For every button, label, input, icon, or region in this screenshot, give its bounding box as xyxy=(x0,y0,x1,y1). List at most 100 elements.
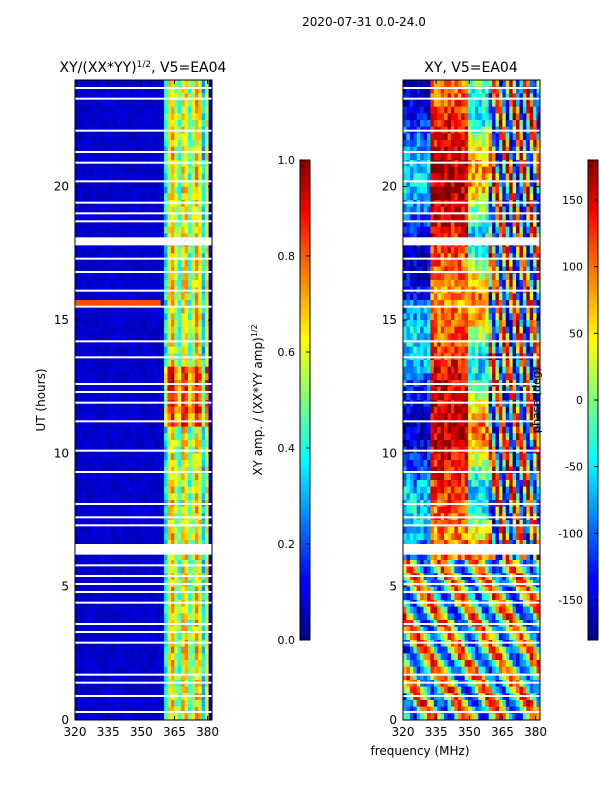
heatmap-cell xyxy=(447,86,452,94)
heatmap-cell xyxy=(492,246,496,254)
heatmap-cell xyxy=(181,260,185,268)
heatmap-cell xyxy=(516,140,520,148)
heatmap-cell xyxy=(505,220,510,228)
heatmap-cell xyxy=(164,533,168,541)
heatmap-cell xyxy=(416,180,421,188)
heatmap-cell xyxy=(201,300,206,308)
heatmap-cell xyxy=(126,100,131,108)
heatmap-cell xyxy=(78,533,83,541)
heatmap-cell xyxy=(205,553,209,561)
heatmap-cell xyxy=(468,193,472,201)
heatmap-cell xyxy=(164,226,168,234)
heatmap-cell xyxy=(102,186,107,194)
heatmap-cell xyxy=(167,233,172,241)
heatmap-cell xyxy=(170,360,175,368)
heatmap-cell xyxy=(174,306,179,314)
heatmap-cell xyxy=(119,306,124,314)
heatmap-cell xyxy=(112,300,117,308)
heatmap-cell xyxy=(208,313,212,321)
heatmap-cell xyxy=(194,426,199,434)
heatmap-cell xyxy=(81,426,86,434)
heatmap-cell xyxy=(184,93,189,101)
amplitude-heatmap xyxy=(75,80,212,720)
heatmap-cell xyxy=(129,253,134,261)
heatmap-cell xyxy=(133,366,138,374)
heatmap-cell xyxy=(188,146,192,154)
heatmap-cell xyxy=(146,146,151,154)
heatmap-cell xyxy=(201,660,206,668)
heatmap-cell xyxy=(102,120,107,128)
heatmap-cell xyxy=(188,666,192,674)
heatmap-cell xyxy=(129,593,134,601)
heatmap-cell xyxy=(454,93,459,101)
heatmap-cell xyxy=(505,186,510,194)
heatmap-cell xyxy=(177,193,182,201)
heatmap-cell xyxy=(81,113,86,121)
heatmap-cell xyxy=(413,86,418,94)
heatmap-cell xyxy=(102,473,107,481)
heatmap-cell xyxy=(150,206,155,214)
heatmap-cell xyxy=(208,300,212,308)
heatmap-cell xyxy=(536,213,540,221)
heatmap-cell xyxy=(160,106,165,114)
heatmap-cell xyxy=(194,173,199,181)
heatmap-cell xyxy=(485,173,490,181)
heatmap-cell xyxy=(505,193,510,201)
heatmap-cell xyxy=(143,293,148,301)
heatmap-cell xyxy=(492,86,496,94)
heatmap-cell xyxy=(153,226,158,234)
heatmap-cell xyxy=(150,346,155,354)
heatmap-cell xyxy=(474,180,479,188)
heatmap-cell xyxy=(143,453,148,461)
heatmap-cell xyxy=(177,173,182,181)
heatmap-cell xyxy=(153,133,158,141)
heatmap-cell xyxy=(92,706,96,714)
heatmap-cell xyxy=(433,220,438,228)
heatmap-cell xyxy=(170,413,175,421)
heatmap-cell xyxy=(454,113,459,121)
heatmap-cell xyxy=(447,253,452,261)
heatmap-cell xyxy=(485,146,490,154)
heatmap-cell xyxy=(194,133,199,141)
heatmap-cell xyxy=(170,646,175,654)
heatmap-cell xyxy=(426,180,431,188)
heatmap-cell xyxy=(136,193,141,201)
heatmap-cell xyxy=(133,313,138,321)
heatmap-cell xyxy=(406,173,411,181)
heatmap-cell xyxy=(153,180,158,188)
y-tick-label: 10 xyxy=(54,446,69,460)
heatmap-cell xyxy=(205,220,209,228)
heatmap-cell xyxy=(430,220,435,228)
heatmap-cell xyxy=(75,393,79,401)
heatmap-cell xyxy=(116,420,120,428)
heatmap-cell xyxy=(205,713,209,720)
heatmap-cell xyxy=(136,326,141,334)
heatmap-cell xyxy=(164,100,168,108)
heatmap-cell xyxy=(129,566,134,574)
heatmap-cell xyxy=(126,706,131,714)
heatmap-cell xyxy=(191,646,196,654)
heatmap-cell xyxy=(140,220,144,228)
heatmap-cell xyxy=(167,373,172,381)
heatmap-cell xyxy=(143,113,148,121)
heatmap-cell xyxy=(409,226,414,234)
heatmap-cell xyxy=(205,540,209,548)
heatmap-cell xyxy=(170,153,175,161)
heatmap-cell xyxy=(116,520,120,528)
heatmap-cell xyxy=(102,466,107,474)
heatmap-cell xyxy=(471,93,476,101)
heatmap-cell xyxy=(133,606,138,614)
heatmap-cell xyxy=(136,266,141,274)
heatmap-cell xyxy=(140,533,144,541)
heatmap-cell xyxy=(457,220,462,228)
heatmap-cell xyxy=(170,666,175,674)
heatmap-cell xyxy=(88,93,93,101)
heatmap-cell xyxy=(105,560,110,568)
heatmap-cell xyxy=(403,113,407,121)
heatmap-cell xyxy=(140,253,144,261)
data-gap-stripe xyxy=(75,391,212,393)
heatmap-cell xyxy=(505,106,510,114)
heatmap-cell xyxy=(174,420,179,428)
heatmap-cell xyxy=(447,133,452,141)
heatmap-cell xyxy=(102,613,107,621)
